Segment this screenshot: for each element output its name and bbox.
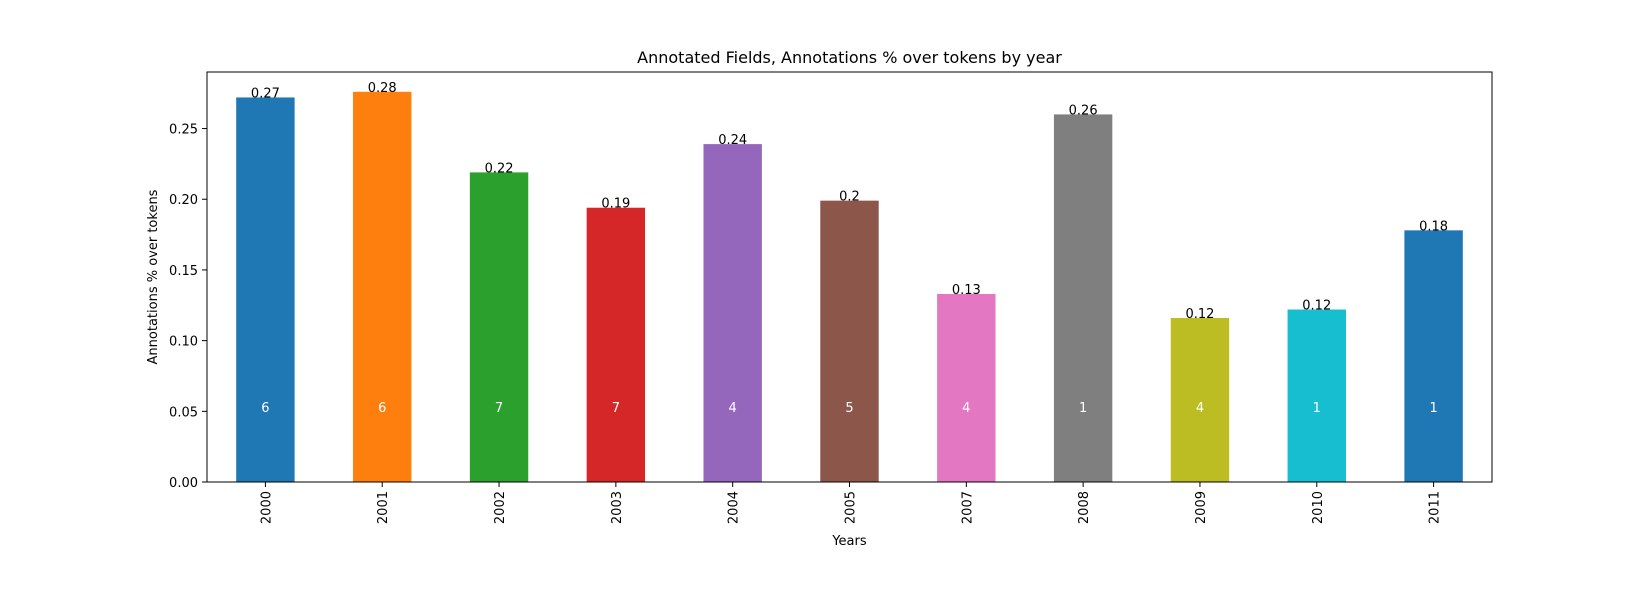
x-tick-label-2003: 2003 (610, 491, 625, 524)
count-label-2007: 4 (962, 401, 970, 416)
y-tick-label: 0.10 (169, 335, 198, 350)
y-tick-label: 0.05 (169, 405, 198, 420)
value-label-2007: 0.13 (952, 283, 981, 298)
bar-2002 (469, 172, 529, 482)
x-tick-label-2004: 2004 (727, 491, 742, 524)
bar-2000 (236, 97, 295, 482)
value-label-2011: 0.18 (1419, 219, 1448, 234)
x-tick-label-2005: 2005 (844, 491, 859, 524)
bar-2009 (1170, 318, 1230, 482)
x-tick-label-2010: 2010 (1311, 491, 1326, 524)
bar-2004 (703, 144, 762, 482)
count-label-2004: 4 (729, 401, 737, 416)
x-tick-label-2011: 2011 (1428, 491, 1443, 524)
count-label-2005: 5 (845, 401, 853, 416)
bars: 0.27 6 0.28 6 0.22 7 0.19 7 0.24 4 0.2 5 0.13 4 0.26 1 0… (236, 81, 1463, 483)
value-label-2001: 0.28 (368, 81, 397, 96)
value-label-2004: 0.24 (718, 133, 747, 148)
bar-2010 (1287, 309, 1346, 482)
x-tick-label-2001: 2001 (376, 491, 391, 524)
bar-2008 (1053, 114, 1113, 483)
bar-2005 (820, 200, 879, 483)
y-tick-label: 0.15 (169, 264, 198, 279)
value-label-2008: 0.26 (1069, 103, 1098, 118)
bar-2007 (937, 293, 996, 482)
y-tick-label: 0.20 (169, 193, 198, 208)
count-label-2002: 7 (495, 401, 503, 416)
y-axis-label: Annotations % over tokens (146, 189, 161, 364)
value-label-2009: 0.12 (1185, 307, 1214, 322)
count-label-2008: 1 (1079, 401, 1087, 416)
y-tick-label: 0.25 (169, 123, 198, 138)
bar-2003 (586, 207, 646, 483)
y-axis-ticks: 0.00 0.05 0.10 0.15 0.20 0.25 (169, 123, 207, 491)
x-axis-ticks: 2000 2001 2002 2003 2004 2005 2007 2008 2009 2010… (259, 482, 1443, 524)
count-label-2000: 6 (261, 401, 269, 416)
count-label-2001: 6 (378, 401, 386, 416)
value-label-2000: 0.27 (251, 86, 280, 101)
x-axis-label: Years (831, 534, 867, 549)
y-tick-label: 0.00 (169, 476, 198, 491)
x-tick-label-2007: 2007 (960, 491, 975, 524)
count-label-2011: 1 (1429, 401, 1437, 416)
bar-2011 (1404, 230, 1463, 482)
count-label-2003: 7 (612, 401, 620, 416)
value-label-2002: 0.22 (485, 161, 514, 176)
bar-2001 (353, 91, 412, 483)
x-tick-label-2000: 2000 (259, 491, 274, 524)
x-tick-label-2002: 2002 (493, 491, 508, 524)
value-label-2010: 0.12 (1302, 299, 1331, 314)
value-label-2005: 0.2 (839, 190, 860, 205)
count-label-2009: 4 (1196, 401, 1204, 416)
x-tick-label-2008: 2008 (1077, 491, 1092, 524)
chart-title: Annotated Fields, Annotations % over tok… (637, 48, 1062, 67)
x-tick-label-2009: 2009 (1194, 491, 1209, 524)
value-label-2003: 0.19 (601, 197, 630, 212)
plot-frame (206, 71, 1493, 483)
count-label-2010: 1 (1313, 401, 1321, 416)
